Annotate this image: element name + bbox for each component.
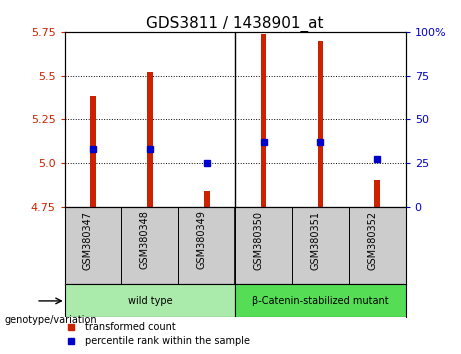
Text: GSM380348: GSM380348 <box>140 211 150 269</box>
Text: β-Catenin-stabilized mutant: β-Catenin-stabilized mutant <box>252 296 389 306</box>
Bar <box>90 96 96 207</box>
Text: transformed count: transformed count <box>85 322 176 332</box>
Text: GSM380352: GSM380352 <box>367 211 377 270</box>
Text: genotype/variation: genotype/variation <box>5 315 97 325</box>
Bar <box>261 34 266 207</box>
Text: GSM380351: GSM380351 <box>310 211 320 270</box>
Text: wild type: wild type <box>128 296 172 306</box>
Text: GSM380347: GSM380347 <box>83 211 93 270</box>
Bar <box>65 284 235 318</box>
Bar <box>204 191 209 207</box>
Bar <box>374 181 380 207</box>
Text: percentile rank within the sample: percentile rank within the sample <box>85 336 250 346</box>
Bar <box>147 72 153 207</box>
Bar <box>235 284 406 318</box>
Title: GDS3811 / 1438901_at: GDS3811 / 1438901_at <box>146 16 324 32</box>
Text: GSM380349: GSM380349 <box>197 211 207 269</box>
Text: GSM380350: GSM380350 <box>254 211 264 270</box>
Bar <box>318 41 323 207</box>
